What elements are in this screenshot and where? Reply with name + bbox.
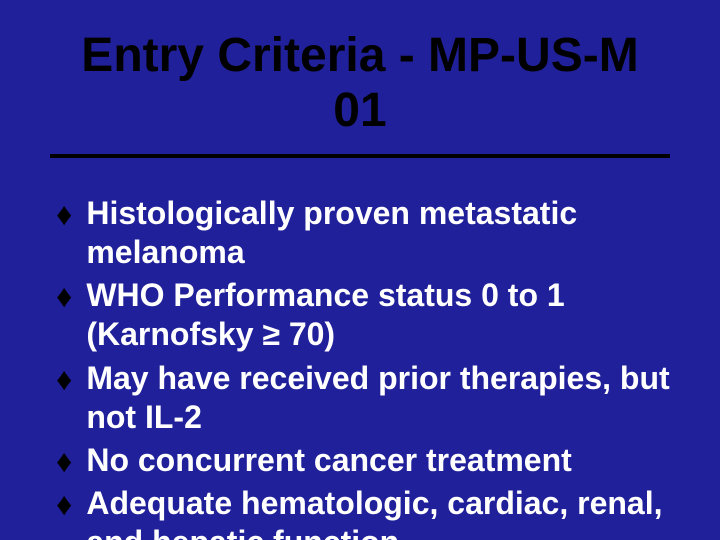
diamond-bullet-icon: ♦ — [56, 360, 72, 399]
list-item: ♦ No concurrent cancer treatment — [56, 441, 670, 480]
bullet-list: ♦ Histologically proven metastatic melan… — [50, 194, 670, 540]
diamond-bullet-icon: ♦ — [56, 277, 72, 316]
slide: Entry Criteria - MP-US-M 01 ♦ Histologic… — [0, 0, 720, 540]
list-item: ♦ May have received prior therapies, but… — [56, 359, 670, 437]
list-item: ♦ Histologically proven metastatic melan… — [56, 194, 670, 272]
list-item-text: Adequate hematologic, cardiac, renal, an… — [86, 484, 670, 540]
list-item-text: No concurrent cancer treatment — [86, 441, 670, 480]
list-item: ♦ Adequate hematologic, cardiac, renal, … — [56, 484, 670, 540]
diamond-bullet-icon: ♦ — [56, 485, 72, 524]
list-item: ♦ WHO Performance status 0 to 1 (Karnofs… — [56, 276, 670, 354]
diamond-bullet-icon: ♦ — [56, 442, 72, 481]
list-item-text: Histologically proven metastatic melanom… — [86, 194, 670, 272]
diamond-bullet-icon: ♦ — [56, 195, 72, 234]
list-item-text: May have received prior therapies, but n… — [86, 359, 670, 437]
title-underline — [50, 154, 670, 158]
list-item-text: WHO Performance status 0 to 1 (Karnofsky… — [86, 276, 670, 354]
slide-title: Entry Criteria - MP-US-M 01 — [50, 28, 670, 148]
